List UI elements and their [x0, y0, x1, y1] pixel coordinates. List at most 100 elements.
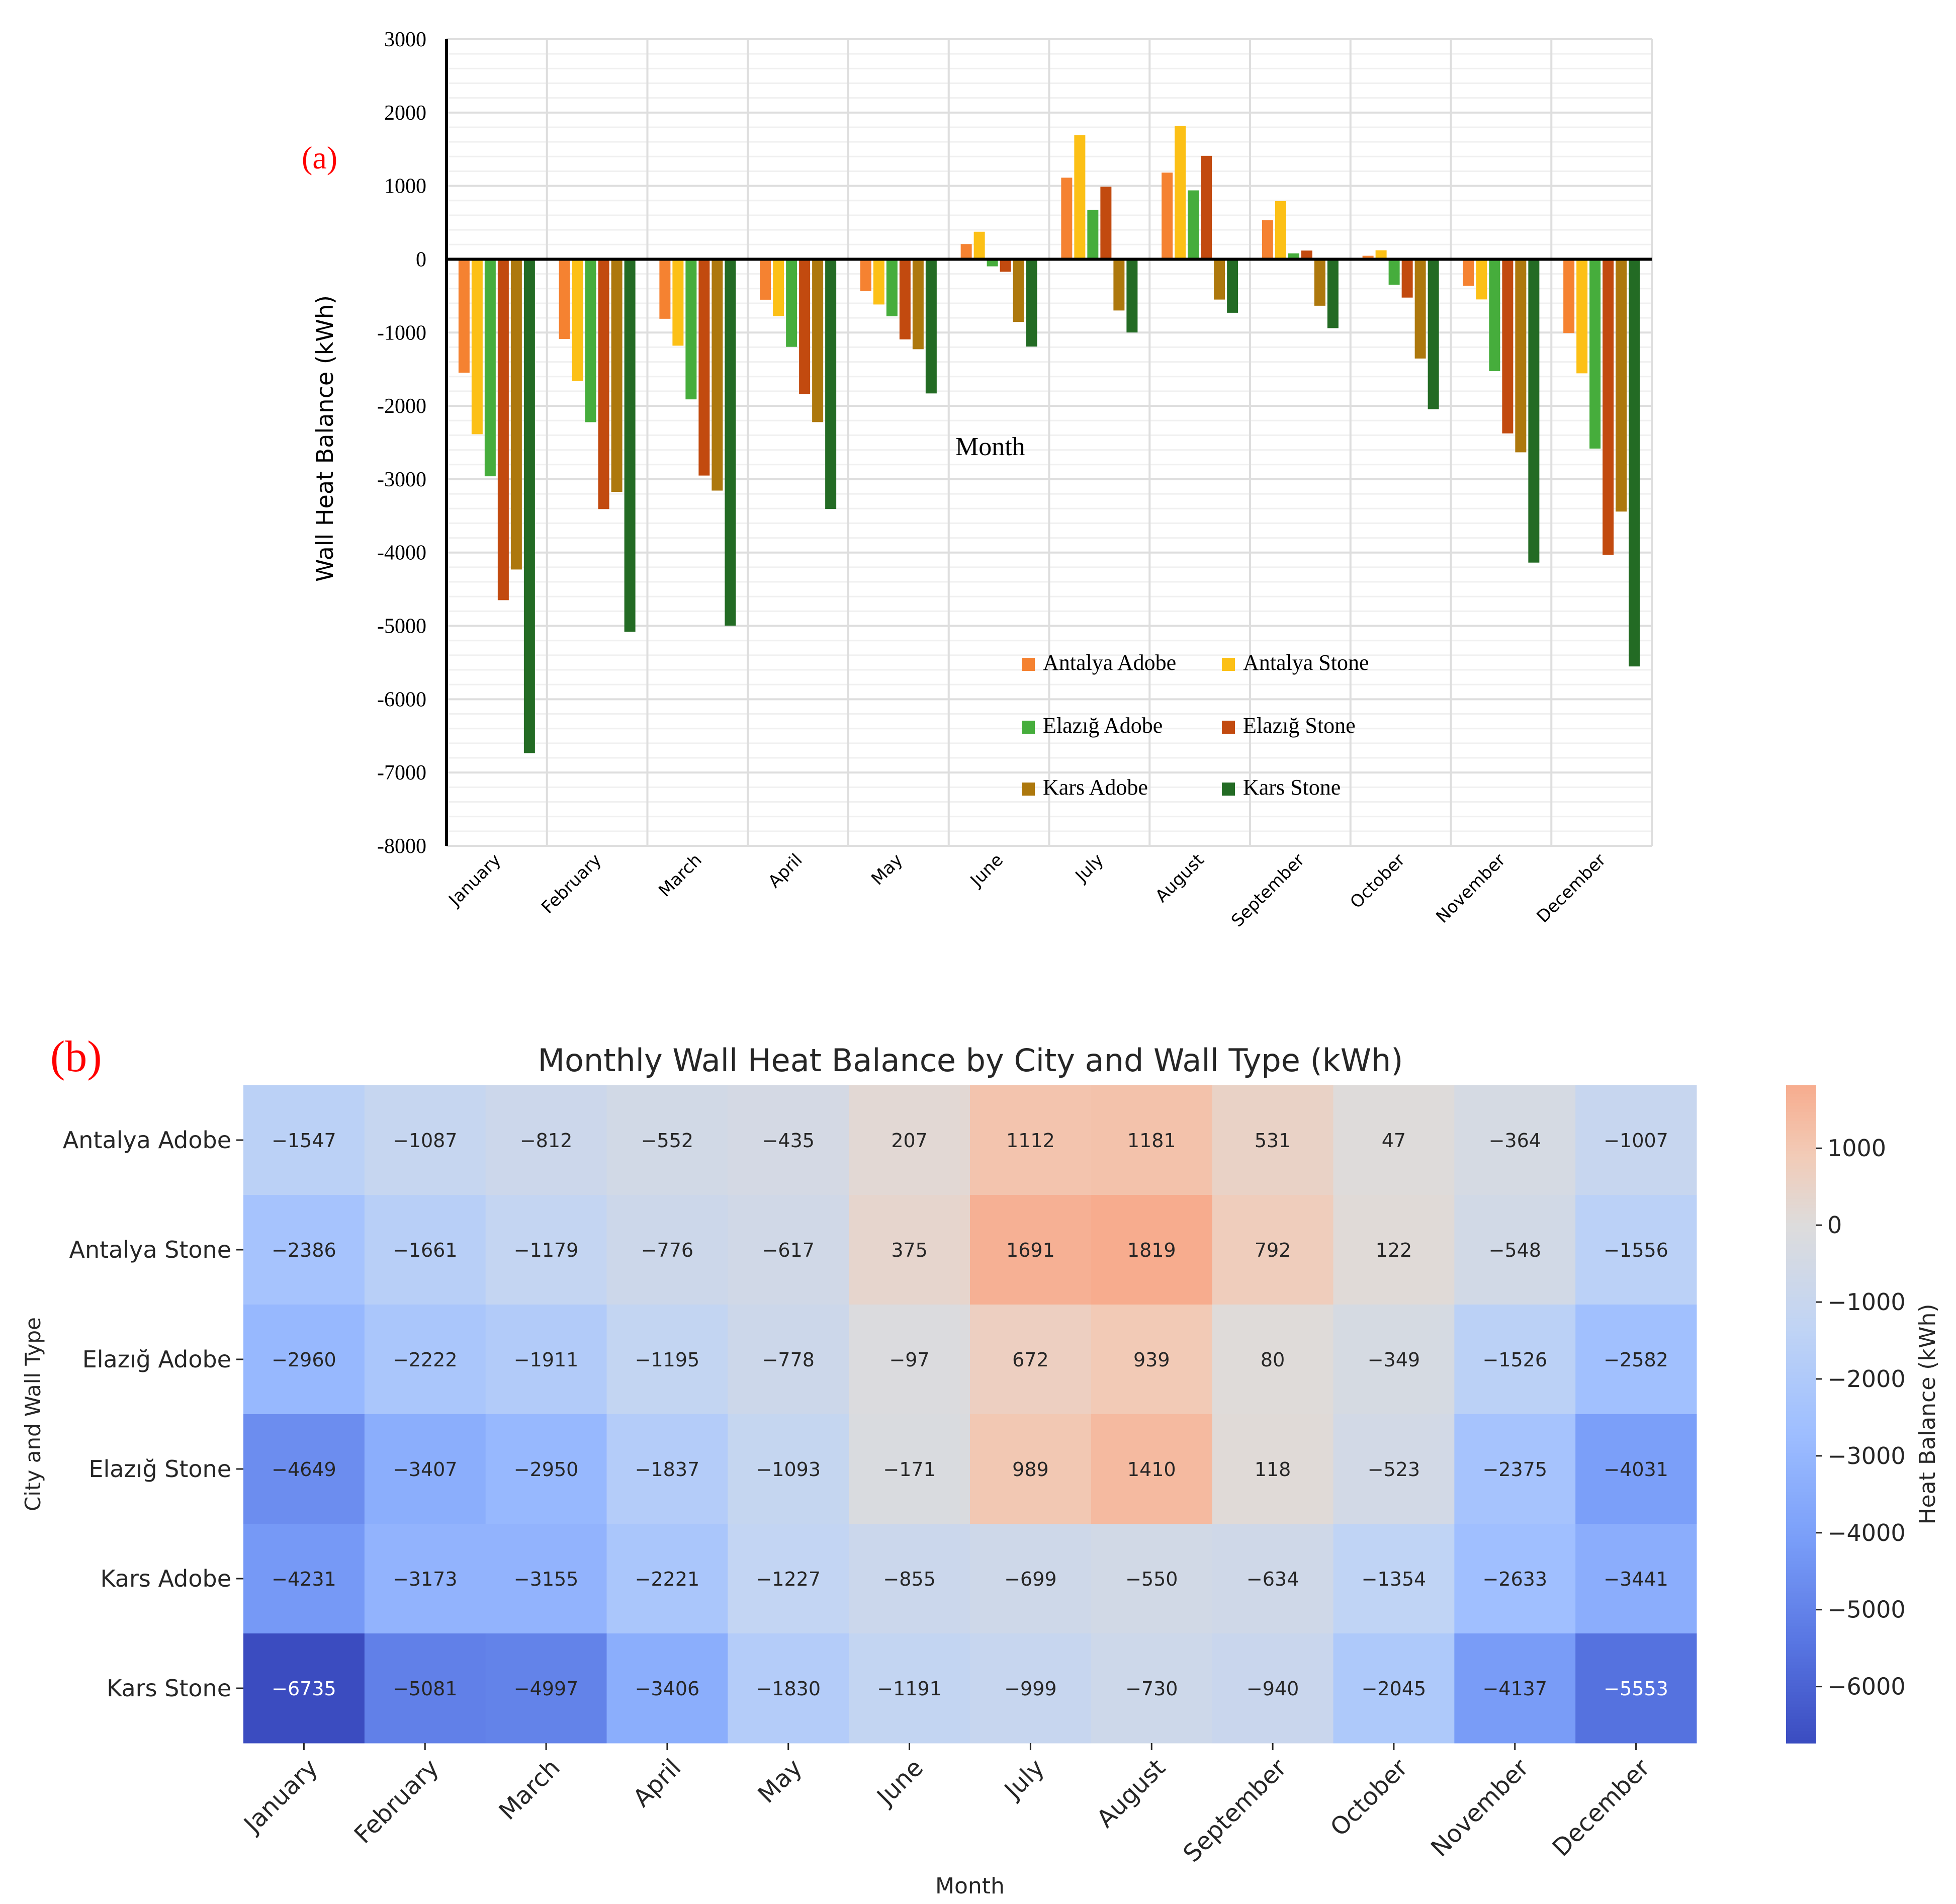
y-tick-label: 1000: [384, 175, 426, 198]
colorbar-segment: [1786, 1172, 1816, 1176]
cell-label: −1087: [393, 1130, 458, 1152]
colorbar-segment: [1786, 1387, 1816, 1391]
bars-a: [458, 126, 1640, 753]
heatmap-cell: [1212, 1195, 1333, 1305]
cell-label: −1191: [877, 1678, 942, 1700]
colorbar-segment: [1786, 1133, 1816, 1137]
colorbar-segment: [1786, 1561, 1816, 1565]
cell-label: −364: [1489, 1130, 1541, 1152]
colorbar-segment: [1786, 1169, 1816, 1173]
y-tick-label: 2000: [384, 102, 426, 125]
colorbar-segment: [1786, 1483, 1816, 1487]
bar: [773, 259, 784, 316]
y-tick-label: 0: [416, 248, 426, 271]
colorbar-segment: [1786, 1489, 1816, 1493]
cell-label: −634: [1247, 1568, 1299, 1590]
colorbar-segment: [1786, 1617, 1816, 1621]
cell-label: −617: [762, 1239, 815, 1261]
legend-swatch: [1222, 783, 1235, 796]
grid-a: [447, 38, 1653, 847]
x-tick-label: August: [1151, 850, 1208, 906]
colorbar-segment: [1786, 1118, 1816, 1122]
bar: [572, 259, 583, 381]
colorbar-segment: [1786, 1127, 1816, 1131]
cell-label: −171: [883, 1458, 935, 1481]
colorbar-segment: [1786, 1339, 1816, 1343]
cell-label: 1691: [1006, 1239, 1055, 1261]
cell-label: −2633: [1482, 1568, 1547, 1590]
cell-label: −3155: [514, 1568, 579, 1590]
cell-label: 1181: [1127, 1130, 1176, 1152]
colorbar-segment: [1786, 1516, 1816, 1519]
x-tick-label: October: [1346, 850, 1409, 913]
colorbar-tick-label: −6000: [1827, 1673, 1906, 1700]
x-tick-label: June: [966, 850, 1007, 891]
bar: [1589, 259, 1601, 449]
cell-label: −999: [1004, 1678, 1056, 1700]
colorbar-segment: [1786, 1139, 1816, 1143]
heatmap-cell: [1333, 1414, 1455, 1524]
colorbar-tick-label: 1000: [1827, 1135, 1886, 1162]
bar: [1100, 187, 1112, 259]
x-tick-label-b: January: [238, 1754, 323, 1839]
colorbar-segment: [1786, 1689, 1816, 1693]
cell-label: −5553: [1604, 1678, 1668, 1700]
colorbar-segment: [1786, 1564, 1816, 1568]
y-tick-label: -3000: [377, 468, 426, 491]
colorbar-segment: [1786, 1653, 1816, 1657]
heatmap-cell: [1454, 1414, 1576, 1524]
bar: [598, 259, 609, 509]
bar: [497, 259, 509, 600]
bar: [1327, 259, 1339, 328]
cell-label: −855: [883, 1568, 935, 1590]
colorbar-segment: [1786, 1417, 1816, 1421]
colorbar-tick-label: −4000: [1827, 1519, 1906, 1546]
bar: [1362, 255, 1374, 259]
cell-label: −1830: [756, 1678, 821, 1700]
legend-label: Kars Adobe: [1043, 775, 1148, 800]
colorbar-segment: [1786, 1220, 1816, 1224]
bar: [1401, 259, 1413, 298]
colorbar-segment: [1786, 1701, 1816, 1705]
legend-a: Antalya Adobe Antalya Stone Elazığ Adobe El…: [1022, 650, 1369, 800]
cell-label: −3441: [1604, 1568, 1668, 1590]
colorbar-segment: [1786, 1507, 1816, 1511]
heatmap-cell: [243, 1633, 365, 1744]
cell-label: −4649: [272, 1458, 336, 1481]
colorbar-segment: [1786, 1659, 1816, 1663]
colorbar-segment: [1786, 1267, 1816, 1271]
x-tick-label-b: October: [1325, 1754, 1413, 1842]
colorbar-segment: [1786, 1695, 1816, 1699]
heatmap-cell: [1091, 1195, 1213, 1305]
heatmap-cell: [1575, 1085, 1697, 1195]
cell-label: 531: [1255, 1130, 1291, 1152]
heatmap-cell: [1091, 1524, 1213, 1634]
heatmap-cell: [1333, 1305, 1455, 1415]
heatmap-cell: [606, 1414, 728, 1524]
legend-label: Antalya Adobe: [1043, 650, 1176, 675]
heatmap-cell: [606, 1195, 728, 1305]
cell-label: −2960: [272, 1349, 336, 1371]
colorbar-segment: [1786, 1498, 1816, 1502]
heatmap-cell: [485, 1414, 607, 1524]
colorbar-segment: [1786, 1241, 1816, 1244]
colorbar-segment: [1786, 1232, 1816, 1236]
heatmap-cell: [1575, 1305, 1697, 1415]
bar: [1428, 259, 1439, 409]
colorbar-segment: [1786, 1450, 1816, 1454]
bar: [1515, 259, 1527, 453]
colorbar-segment: [1786, 1321, 1816, 1325]
bar: [973, 231, 985, 259]
colorbar-segment: [1786, 1360, 1816, 1364]
heatmap-cell: [1212, 1524, 1333, 1634]
heatmap-cell: [849, 1305, 970, 1415]
colorbar-segment: [1786, 1217, 1816, 1221]
cell-label: −730: [1125, 1678, 1178, 1700]
cell-label: −1556: [1604, 1239, 1668, 1261]
colorbar-segment: [1786, 1396, 1816, 1400]
colorbar-segment: [1786, 1214, 1816, 1218]
heatmap-cell: [1333, 1633, 1455, 1744]
heatmap-cell: [728, 1195, 849, 1305]
legend-label: Elazığ Adobe: [1043, 713, 1163, 738]
colorbar-segment: [1786, 1297, 1816, 1301]
